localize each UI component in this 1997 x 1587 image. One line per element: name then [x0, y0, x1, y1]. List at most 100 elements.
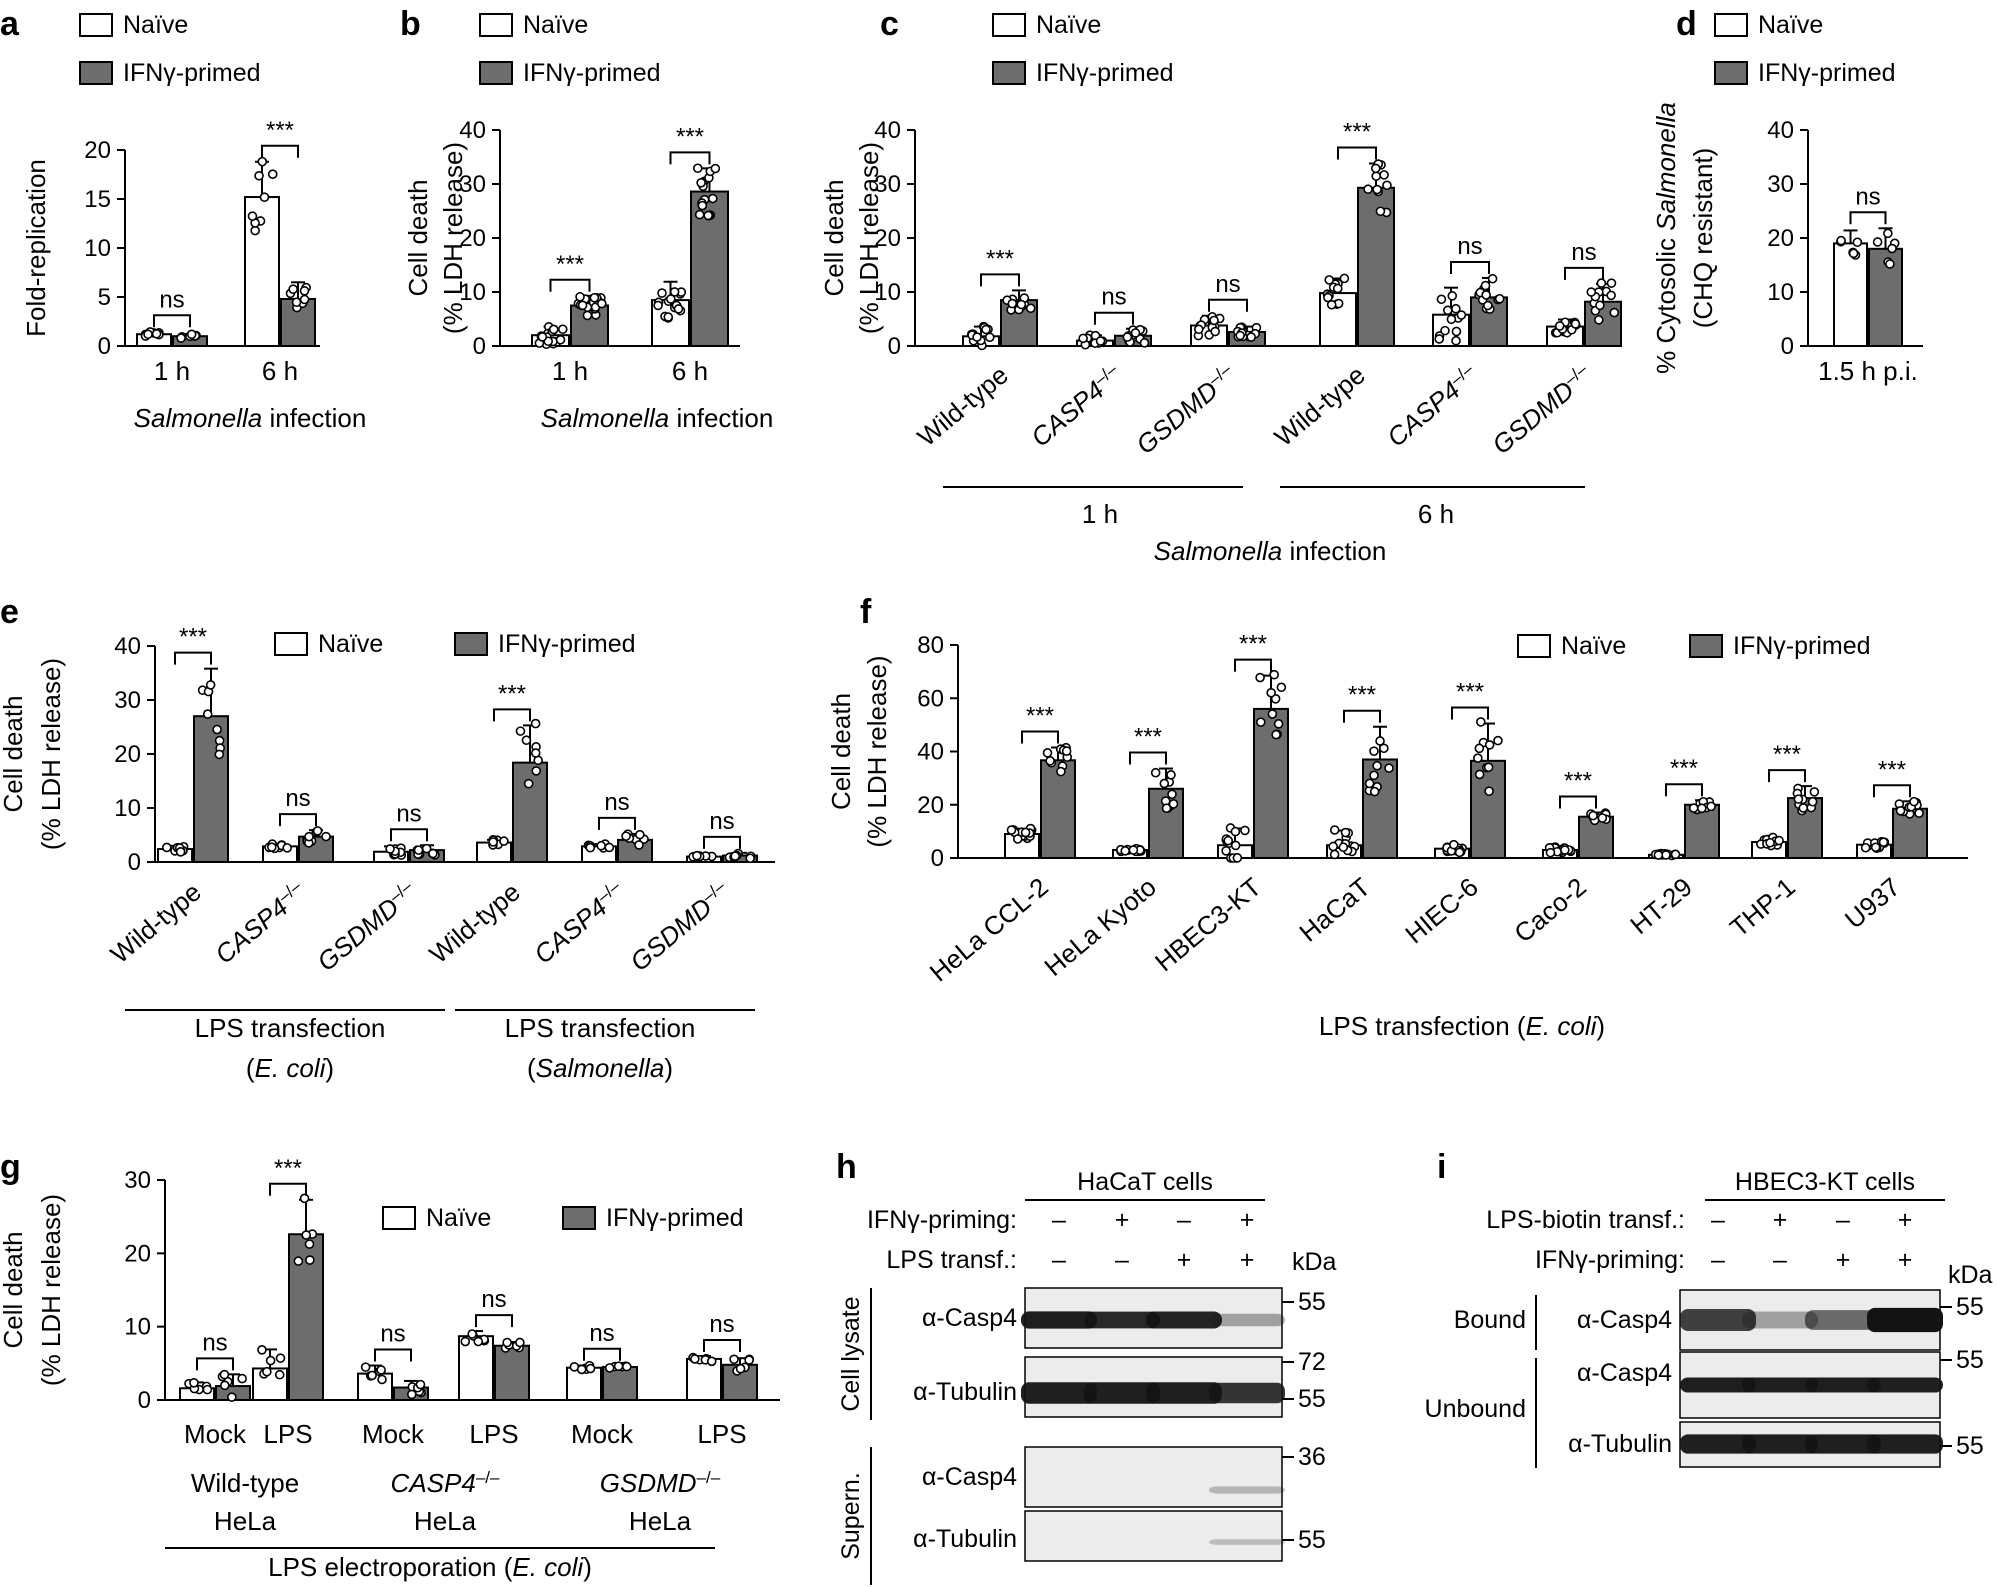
legend-swatch-naive	[382, 1206, 416, 1230]
text-segment: GSDMD	[1486, 375, 1579, 460]
significance-bracket	[598, 816, 636, 830]
data-point	[557, 324, 568, 335]
y-tick-label: 80	[917, 632, 944, 659]
data-point	[696, 177, 706, 188]
group-label: LPS transfection	[195, 1013, 386, 1043]
text-segment: CASP4	[1381, 375, 1466, 453]
group-label: LPS transfection	[505, 1013, 696, 1043]
data-point	[604, 842, 615, 853]
data-point	[1473, 753, 1483, 763]
y-tick-label: 30	[1767, 171, 1794, 198]
protein-band	[1805, 1310, 1881, 1330]
y-axis-label-2: (CHQ resistant)	[1688, 148, 1718, 329]
data-point	[259, 192, 270, 202]
data-point	[1848, 248, 1859, 259]
data-point	[1493, 735, 1503, 746]
data-point	[1870, 842, 1881, 853]
data-point	[621, 831, 631, 841]
significance-label: ns	[589, 1320, 614, 1347]
group-label: HeLa	[414, 1506, 477, 1536]
significance-bracket	[153, 314, 191, 328]
significance-label: ***	[1773, 741, 1801, 768]
category-label: CASP4–/–	[209, 876, 312, 970]
category-label: 6 h	[672, 356, 708, 386]
text-segment: 6 h	[672, 356, 708, 386]
data-point	[1688, 803, 1699, 813]
membrane-strip	[1024, 1446, 1283, 1508]
data-point	[1909, 796, 1919, 807]
data-point	[1255, 672, 1265, 683]
condition-label: IFNγ-priming:	[867, 1206, 1017, 1234]
data-point	[293, 1256, 304, 1266]
y-tick-label: 15	[84, 186, 111, 213]
data-point	[385, 844, 395, 854]
text-segment: U937	[1839, 872, 1906, 935]
protein-band	[1680, 1309, 1756, 1331]
significance-label: ***	[179, 624, 207, 651]
data-point	[1273, 719, 1284, 729]
legend-label-naive: Naïve	[523, 11, 588, 39]
data-point	[1885, 259, 1895, 269]
blot-panel-h: h HaCaT cells IFNγ-priming: – + – + LPS transf.…	[836, 1148, 1337, 1585]
panel-label: b	[400, 5, 421, 43]
data-point	[707, 193, 718, 204]
significance-bracket	[1208, 298, 1248, 312]
category-label: HaCaT	[1293, 872, 1375, 948]
significance-label: ***	[274, 1155, 302, 1182]
text-segment: LPS	[697, 1419, 746, 1449]
legend-label-primed: IFNγ-primed	[606, 1204, 744, 1232]
data-point	[555, 334, 566, 345]
data-point	[406, 1389, 417, 1400]
significance-label: ***	[1026, 703, 1054, 730]
chart-panel-c: c Naïve IFNγ-primed 0 10 20 30 40 Cell death (% L…	[819, 5, 1622, 566]
antibody-label: α-Casp4	[1577, 1306, 1672, 1334]
significance-bracket	[1559, 795, 1597, 809]
data-point	[1012, 834, 1023, 844]
category-label: Wild-type	[105, 877, 207, 970]
text-segment: 1 h	[552, 356, 588, 386]
category-label: HeLa Kyoto	[1038, 872, 1161, 982]
data-point	[1339, 273, 1350, 284]
text-segment: HeLa	[214, 1506, 277, 1536]
significance-label: ns	[481, 1286, 506, 1313]
protein-band	[1209, 1313, 1285, 1327]
group-label: Salmonella infection	[134, 403, 367, 433]
condition-mark: +	[1898, 1206, 1913, 1234]
data-point	[1481, 290, 1491, 300]
group-label: HeLa	[214, 1506, 277, 1536]
significance-label: ns	[709, 1311, 734, 1338]
data-point	[473, 1336, 484, 1347]
data-point	[523, 778, 534, 789]
category-label: U937	[1839, 872, 1906, 935]
y-tick-label: 20	[124, 1240, 151, 1267]
condition-mark: –	[1177, 1206, 1191, 1234]
significance-label: ns	[202, 1329, 227, 1356]
significance-bracket	[583, 1347, 621, 1361]
data-point	[1653, 850, 1664, 860]
data-point	[312, 826, 323, 836]
y-axis-label-2: (% LDH release)	[36, 1194, 66, 1386]
legend-swatch-primed	[454, 632, 488, 656]
data-point	[692, 163, 703, 174]
data-point	[299, 1193, 310, 1204]
y-tick-label: 20	[917, 792, 944, 819]
legend-label-primed: IFNγ-primed	[523, 59, 661, 87]
data-point	[288, 284, 298, 294]
legend-swatch-naive	[79, 13, 113, 37]
data-point	[1487, 273, 1498, 284]
condition-mark: –	[1052, 1246, 1066, 1274]
y-tick-label: 40	[874, 117, 901, 144]
condition-label: LPS transf.:	[886, 1246, 1017, 1274]
legend-swatch-primed	[1689, 634, 1723, 658]
data-point	[460, 1336, 471, 1347]
data-point	[1661, 850, 1671, 860]
data-point	[1007, 298, 1018, 309]
text-segment: Wild-type	[191, 1468, 299, 1498]
text-segment: Mock	[362, 1419, 425, 1449]
legend-label-naive: Naïve	[1036, 11, 1101, 39]
data-point	[1595, 300, 1605, 311]
data-point	[1883, 228, 1893, 239]
protein-band	[1680, 1377, 1756, 1393]
data-point	[576, 1364, 587, 1375]
